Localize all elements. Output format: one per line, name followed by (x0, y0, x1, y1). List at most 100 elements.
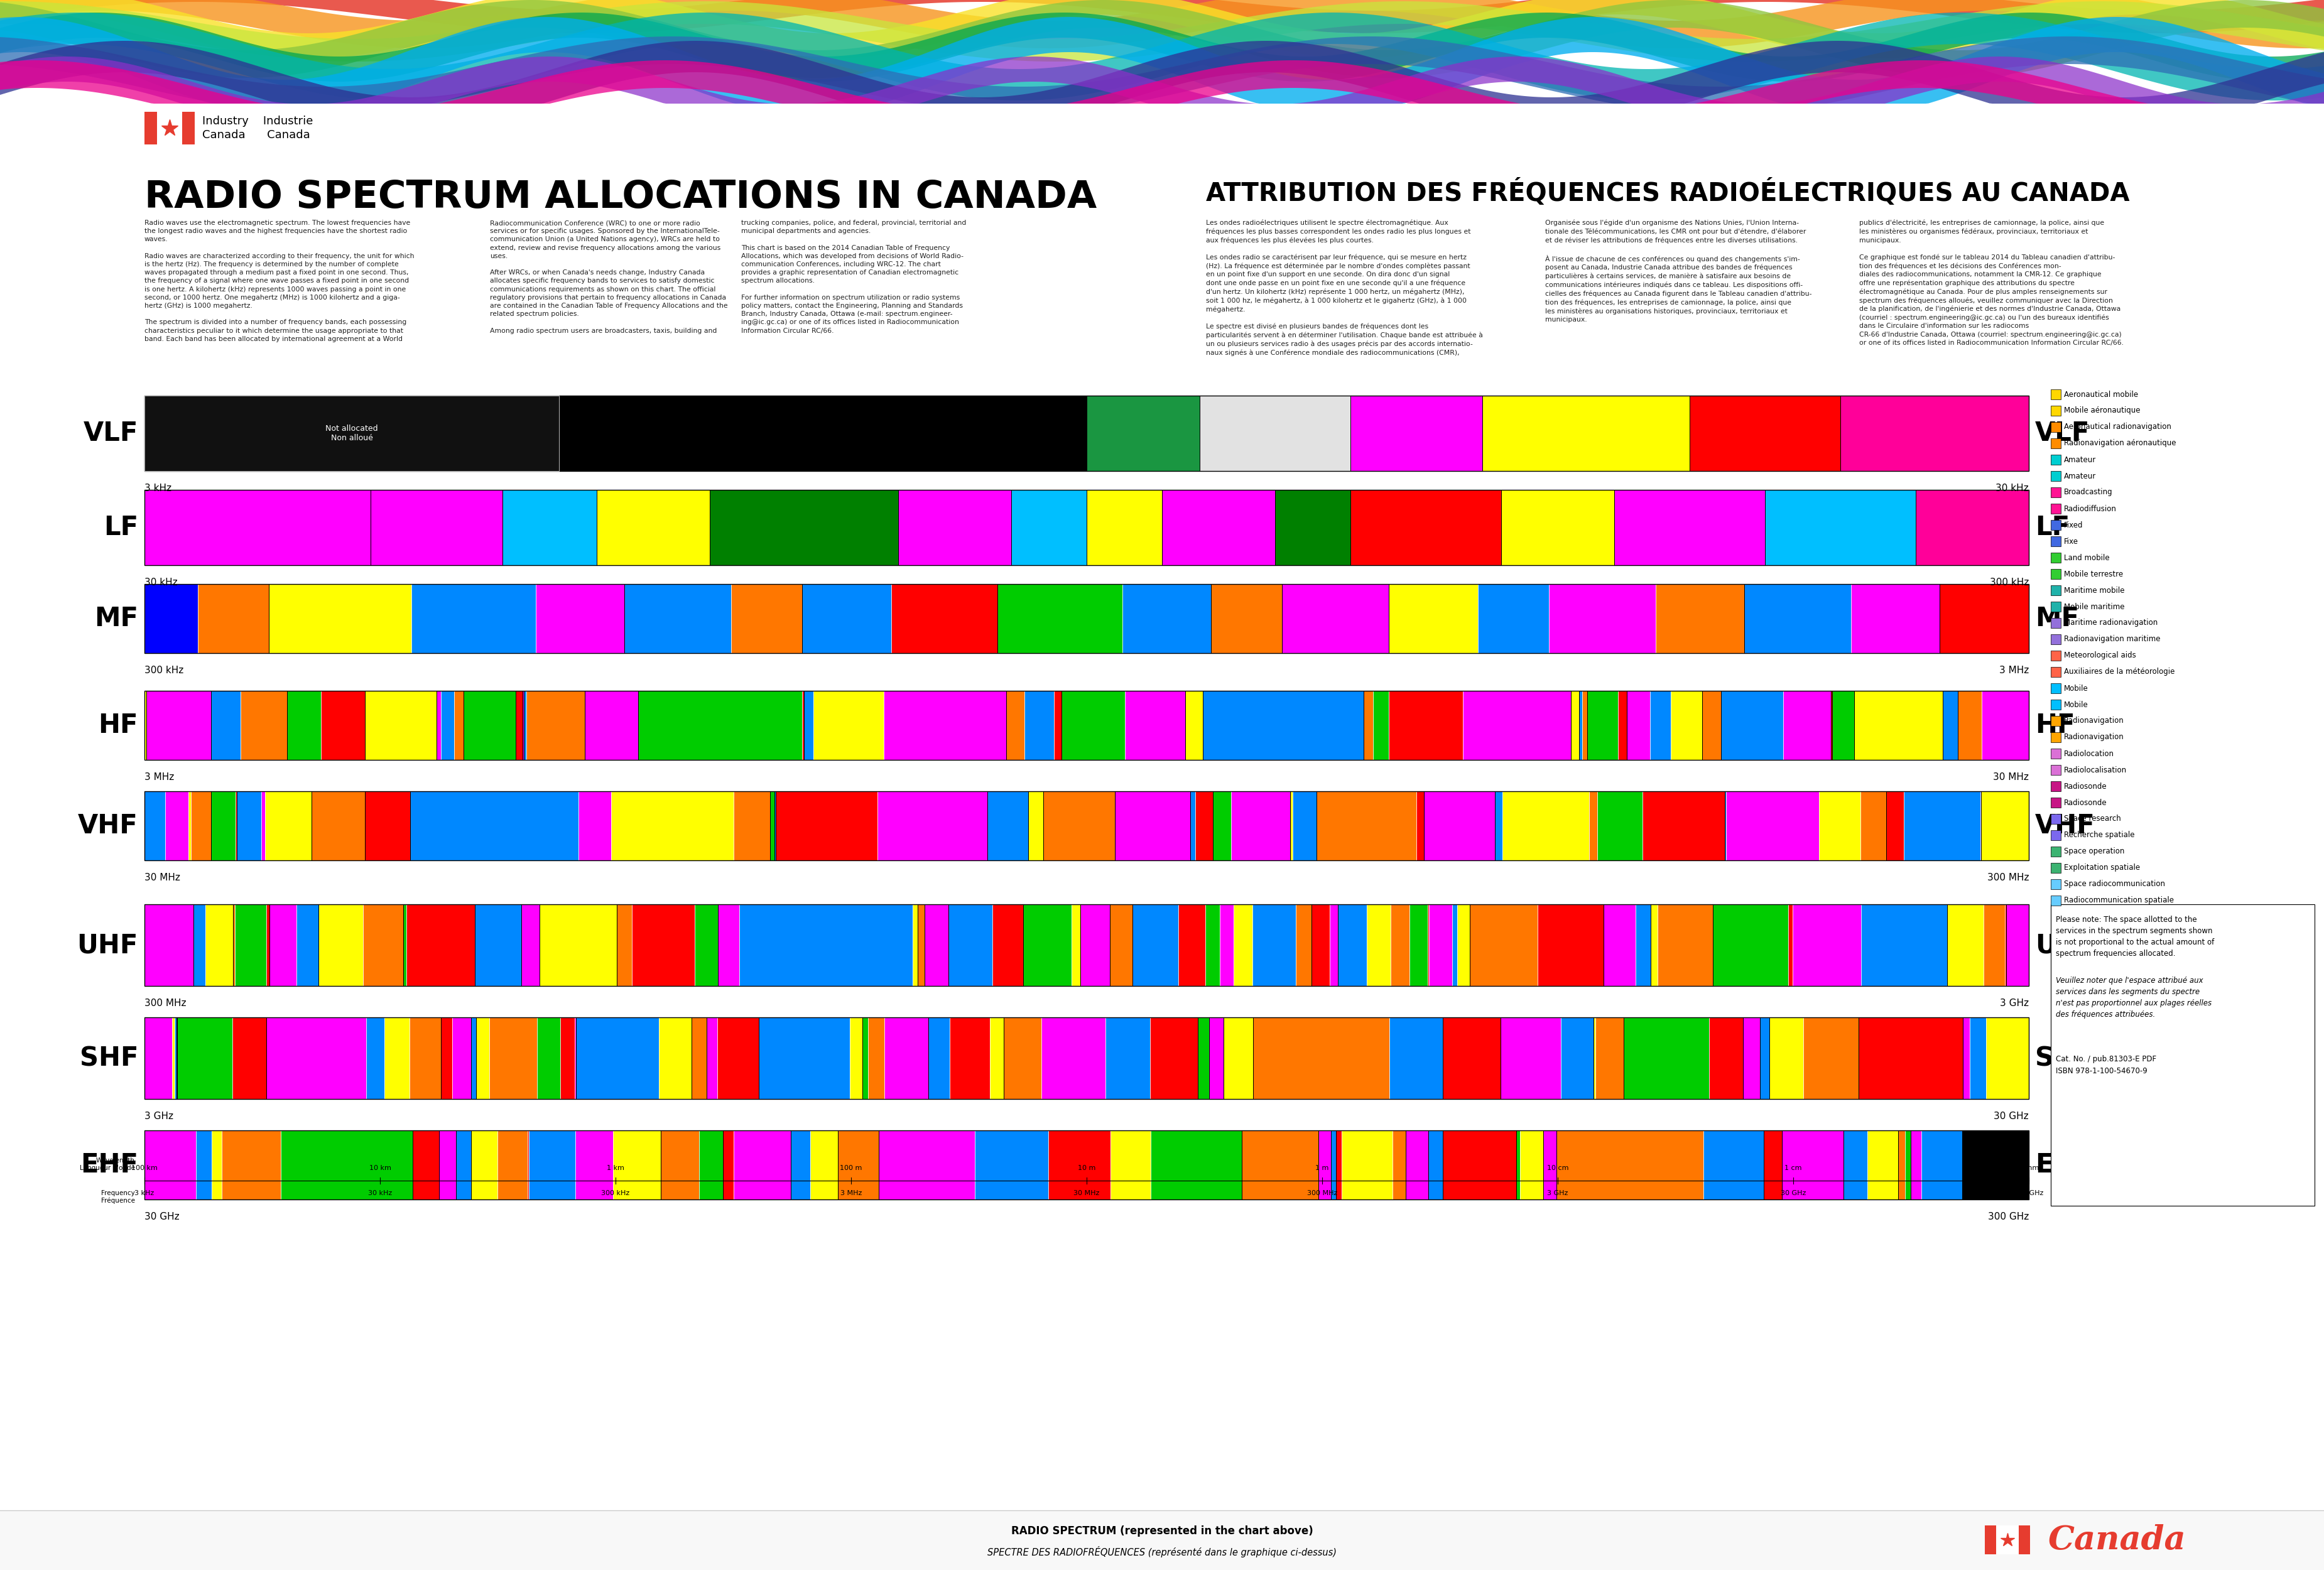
Bar (2020, 1526, 2031, 1554)
Bar (1982, 904, 2006, 986)
Bar (1792, 904, 1862, 986)
Bar (1820, 791, 1859, 860)
Bar (2050, 438, 2061, 449)
Bar (1390, 1017, 1443, 1099)
Text: Organisée sous l'égide d'un organisme des Nations Unies, l'Union Interna-
tional: Organisée sous l'égide d'un organisme de… (1545, 220, 1813, 323)
Text: 3 GHz: 3 GHz (2001, 999, 2029, 1008)
Text: VHF: VHF (79, 813, 137, 838)
Bar (363, 904, 404, 986)
Bar (1587, 691, 1618, 760)
Bar (2050, 831, 2061, 840)
Bar (1339, 904, 1367, 986)
Bar (181, 111, 195, 144)
Bar (611, 791, 734, 860)
Text: UHF: UHF (2036, 933, 2096, 958)
Bar (144, 904, 193, 986)
Bar (144, 1017, 172, 1099)
Bar (1982, 791, 2029, 860)
Bar (760, 1017, 851, 1099)
Bar (465, 691, 516, 760)
Bar (1462, 691, 1571, 760)
Text: EHF: EHF (81, 1152, 137, 1178)
Text: Industry    Industrie: Industry Industrie (202, 115, 314, 127)
Bar (1903, 791, 1980, 860)
Bar (2050, 422, 2061, 432)
Bar (897, 490, 1011, 565)
Bar (144, 1130, 2029, 1199)
Bar (700, 1130, 723, 1199)
Text: 300 MHz: 300 MHz (1987, 873, 2029, 882)
Bar (1501, 490, 1615, 565)
Bar (321, 691, 365, 760)
Bar (411, 584, 535, 653)
Text: 100 km: 100 km (132, 1165, 158, 1171)
Bar (1494, 791, 1501, 860)
Bar (1850, 584, 1941, 653)
Bar (632, 904, 695, 986)
Bar (693, 1017, 706, 1099)
Bar (237, 791, 260, 860)
Bar (1690, 396, 1841, 471)
Text: Canada: Canada (2047, 1524, 2187, 1556)
Bar (811, 1130, 839, 1199)
Bar (193, 904, 205, 986)
Bar (2050, 520, 2061, 531)
Text: Maritime mobile: Maritime mobile (2064, 586, 2124, 595)
Bar (804, 691, 813, 760)
Bar (1941, 584, 2029, 653)
Bar (660, 1130, 700, 1199)
Bar (1859, 1017, 1964, 1099)
Bar (1520, 1130, 1543, 1199)
Bar (539, 904, 618, 986)
Bar (144, 691, 2029, 760)
Bar (2050, 487, 2061, 498)
Bar (1204, 691, 1364, 760)
Text: Recherche spatiale: Recherche spatiale (2064, 831, 2136, 840)
Text: 30 GHz: 30 GHz (1994, 1112, 2029, 1121)
Bar (144, 490, 2029, 565)
Bar (1336, 1130, 1341, 1199)
Text: 300 kHz: 300 kHz (1989, 578, 2029, 587)
Bar (802, 691, 804, 760)
Bar (172, 1017, 174, 1099)
Bar (383, 1017, 409, 1099)
Bar (709, 490, 897, 565)
Bar (1043, 791, 1116, 860)
Text: Auxiliaires de la météorologie: Auxiliaires de la météorologie (2064, 667, 2175, 677)
Bar (925, 904, 948, 986)
Bar (718, 1017, 760, 1099)
Bar (365, 791, 411, 860)
Bar (1843, 1130, 1866, 1199)
Bar (2050, 864, 2061, 873)
Text: Fixed: Fixed (2064, 521, 2082, 529)
Bar (1071, 904, 1081, 986)
Bar (1627, 691, 1650, 760)
Bar (521, 904, 539, 986)
Text: 1 km: 1 km (607, 1165, 625, 1171)
Bar (232, 1017, 267, 1099)
Bar (267, 904, 270, 986)
Bar (1590, 791, 1597, 860)
Text: EHF: EHF (2036, 1152, 2094, 1178)
Bar (1636, 904, 1650, 986)
Bar (1643, 791, 1724, 860)
Bar (1125, 691, 1185, 760)
Bar (1961, 1130, 2029, 1199)
Bar (1727, 791, 1820, 860)
Bar (1150, 1017, 1197, 1099)
Bar (1964, 1017, 1971, 1099)
Text: RADIO SPECTRUM (represented in the chart above): RADIO SPECTRUM (represented in the chart… (1011, 1526, 1313, 1537)
Bar (1234, 904, 1253, 986)
Text: 30 GHz: 30 GHz (144, 1212, 179, 1221)
Bar (1722, 691, 1783, 760)
Bar (639, 691, 802, 760)
Bar (1241, 1130, 1318, 1199)
Bar (1578, 691, 1583, 760)
Bar (1971, 1017, 1987, 1099)
Bar (1538, 904, 1604, 986)
Bar (456, 1130, 472, 1199)
Bar (1583, 691, 1587, 760)
Bar (472, 1130, 497, 1199)
Bar (2050, 586, 2061, 595)
Bar (862, 1017, 867, 1099)
